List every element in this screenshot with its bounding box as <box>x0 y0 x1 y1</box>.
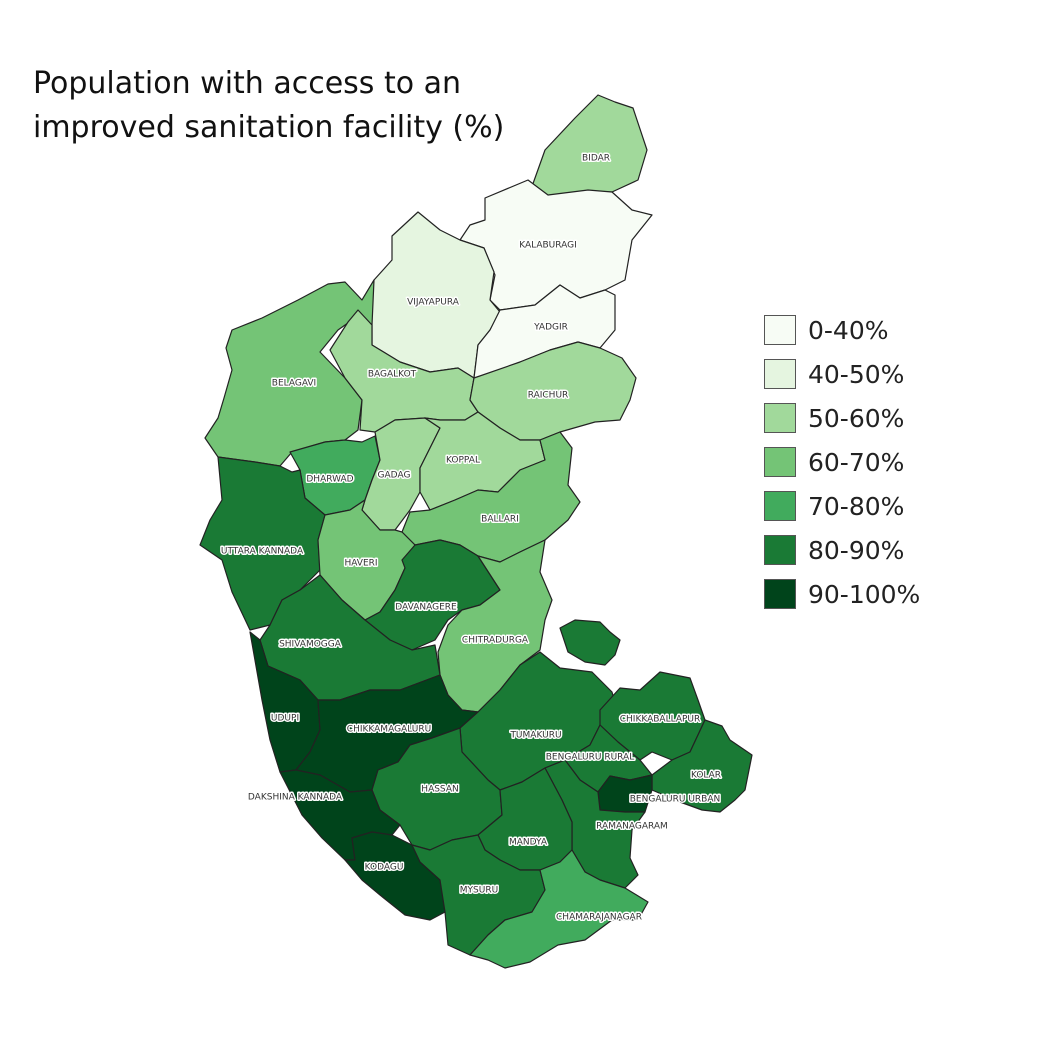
legend-swatch <box>764 403 796 433</box>
district-label: VIJAYAPURA <box>407 298 460 308</box>
legend-swatch <box>764 447 796 477</box>
legend-item: 40-50% <box>764 352 920 396</box>
legend-swatch <box>764 535 796 565</box>
district-label: BALLARI <box>481 515 519 525</box>
legend-item: 80-90% <box>764 528 920 572</box>
district-label: RAMANAGARAM <box>596 822 668 832</box>
legend-label: 50-60% <box>808 403 905 433</box>
district-label: BENGALURU URBAN <box>630 795 720 805</box>
district-label: DAKSHINA KANNADA <box>248 793 343 803</box>
district-label: DAVANAGERE <box>395 603 457 613</box>
legend-label: 40-50% <box>808 359 905 389</box>
district-label: HASSAN <box>421 785 458 795</box>
district-label: DHARWAD <box>306 475 353 485</box>
legend-label: 80-90% <box>808 535 905 565</box>
map-title: Population with access to an improved sa… <box>33 66 505 145</box>
legend-label: 60-70% <box>808 447 905 477</box>
district-belagavi[interactable] <box>204 279 375 467</box>
legend-item: 60-70% <box>764 440 920 484</box>
district-label: MYSURU <box>460 886 498 896</box>
district-label: KODAGU <box>365 863 404 873</box>
district-label: MANDYA <box>509 838 548 848</box>
district-label: RAICHUR <box>528 391 569 401</box>
legend-item: 70-80% <box>764 484 920 528</box>
district-label: CHIKKABALLAPUR <box>620 715 701 725</box>
district-label: BIDAR <box>582 154 610 164</box>
legend-item: 0-40% <box>764 308 920 352</box>
district-label: SHIVAMOGGA <box>279 640 342 650</box>
legend: 0-40% 40-50% 50-60% 60-70% 70-80% 80-90%… <box>764 308 920 616</box>
legend-item: 90-100% <box>764 572 920 616</box>
legend-swatch <box>764 491 796 521</box>
district-label: HAVERI <box>344 559 377 569</box>
district-label: UTTARA KANNADA <box>221 547 304 557</box>
district-bengaluru-urban-enclave[interactable] <box>559 619 621 666</box>
district-label: KOLAR <box>691 771 721 781</box>
district-label: CHIKKAMAGALURU <box>347 725 431 735</box>
district-label: CHAMARAJANAGAR <box>556 913 642 923</box>
legend-label: 90-100% <box>808 579 921 609</box>
district-label: KOPPAL <box>446 456 480 466</box>
legend-label: 0-40% <box>808 315 889 345</box>
legend-swatch <box>764 315 796 345</box>
legend-item: 50-60% <box>764 396 920 440</box>
district-label: BENGALURU RURAL <box>546 753 634 763</box>
district-label: BELAGAVI <box>272 379 316 389</box>
district-davanagere[interactable] <box>364 539 501 651</box>
district-chamarajanagar[interactable] <box>469 849 649 969</box>
district-kolar[interactable] <box>651 719 753 813</box>
district-label: GADAG <box>378 471 411 481</box>
legend-swatch <box>764 579 796 609</box>
district-label: YADGIR <box>533 323 568 333</box>
district-label: UDUPI <box>271 714 299 724</box>
district-label: KALABURAGI <box>519 241 577 251</box>
legend-swatch <box>764 359 796 389</box>
district-label: BAGALKOT <box>368 370 417 380</box>
legend-label: 70-80% <box>808 491 905 521</box>
district-label: TUMAKURU <box>509 731 561 741</box>
district-bidar[interactable] <box>529 94 648 197</box>
district-bengaluru-urban[interactable] <box>597 774 653 813</box>
district-label: CHITRADURGA <box>462 636 529 646</box>
